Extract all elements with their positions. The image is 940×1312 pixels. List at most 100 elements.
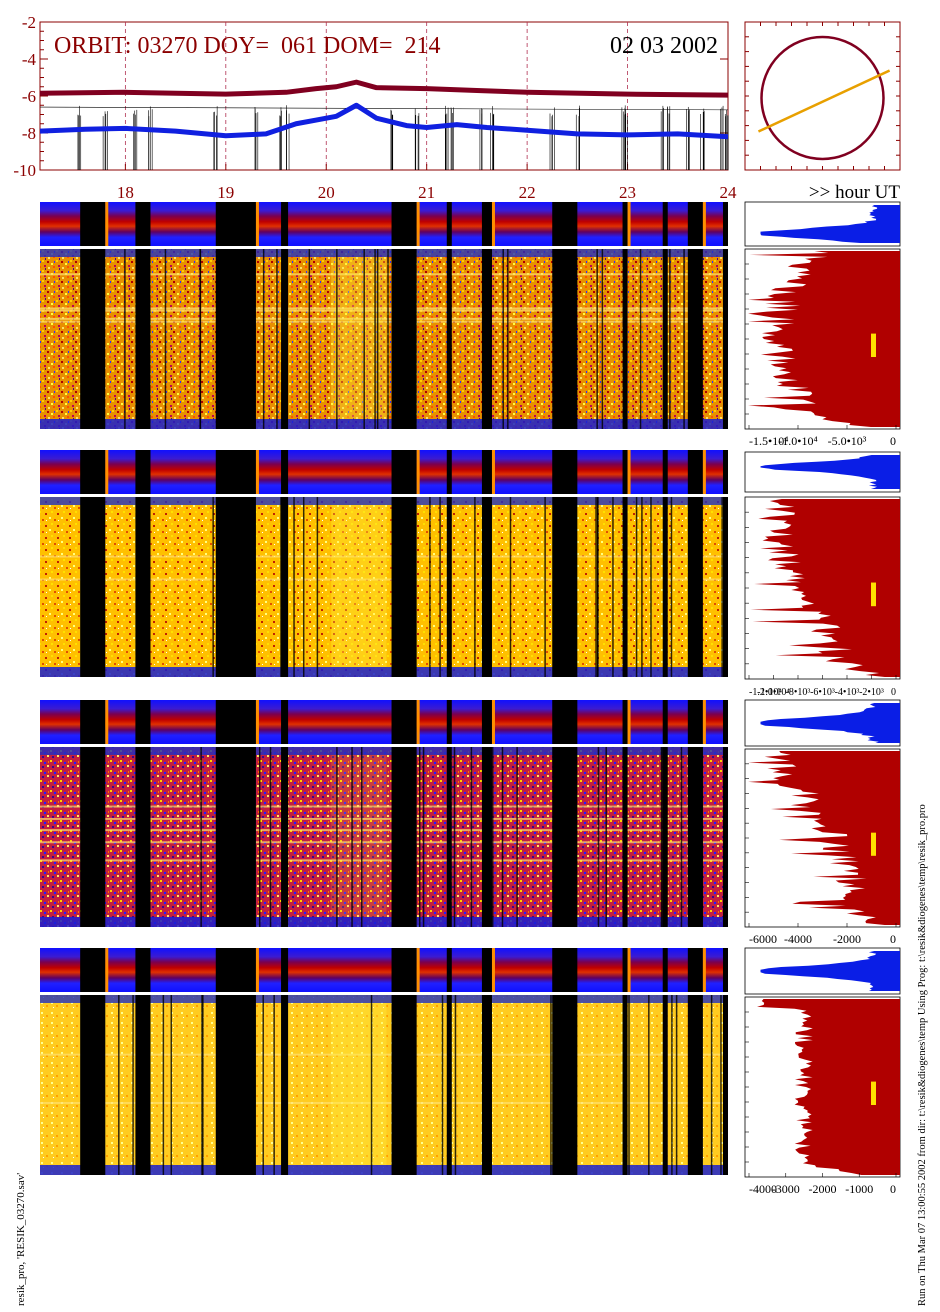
scan-slice	[721, 497, 723, 677]
data-gap	[215, 497, 256, 677]
band-edge	[627, 700, 631, 744]
scan-slice	[595, 497, 597, 677]
emission-line	[40, 859, 728, 862]
band-strip	[40, 202, 728, 246]
blue-profile-area	[760, 455, 900, 489]
data-gap	[215, 747, 256, 927]
scan-slice	[571, 249, 574, 429]
data-gap	[552, 700, 578, 744]
scan-slice	[170, 995, 173, 1175]
scan-slice	[280, 497, 282, 677]
data-gap	[135, 995, 151, 1175]
level-marker	[871, 333, 876, 357]
data-gap	[722, 202, 728, 246]
scan-slice	[229, 747, 232, 927]
emission-line	[40, 841, 728, 844]
scan-slice	[509, 497, 512, 677]
scan-slice	[612, 497, 614, 677]
scan-slice	[641, 497, 643, 677]
spectrogram-top-edge	[40, 497, 728, 505]
scan-slice	[596, 249, 598, 429]
hist-x-tick-label: -3000	[772, 1182, 800, 1196]
data-gap	[391, 202, 417, 246]
data-gap	[662, 747, 668, 927]
scan-slice	[94, 995, 96, 1175]
scan-slice	[293, 497, 295, 677]
hist-x-tick-label: -2000	[833, 932, 861, 946]
scan-slice	[118, 995, 120, 1175]
scan-slice	[316, 497, 319, 677]
data-gap	[687, 450, 703, 494]
data-gap	[722, 995, 728, 1175]
scan-slice	[360, 747, 363, 927]
hist-x-tick-label: 0	[891, 687, 896, 698]
band-edge	[255, 948, 259, 992]
scan-slice	[429, 497, 431, 677]
spectrogram-channel-2	[40, 450, 728, 677]
scan-slice	[439, 497, 441, 677]
flare-region	[331, 505, 387, 667]
scan-slice	[486, 497, 489, 677]
data-gap	[391, 948, 417, 992]
data-gap	[446, 995, 452, 1175]
data-gap	[135, 700, 151, 744]
data-gap	[80, 747, 106, 927]
spectrogram-bottom-edge	[40, 667, 728, 677]
band-edge	[255, 700, 259, 744]
data-gap	[552, 497, 578, 677]
histogram-channel-3: -6000 -4000 -2000 0	[744, 699, 901, 946]
data-gap	[622, 497, 628, 677]
hist-x-tick-label: -1.0•10⁴	[778, 434, 817, 448]
scan-slice	[200, 747, 202, 927]
emission-line	[40, 805, 728, 808]
scan-slice	[625, 249, 627, 429]
hist-x-tick-label: -1.2•10⁴	[749, 687, 782, 698]
band-strip	[40, 700, 728, 744]
data-gap	[662, 249, 668, 429]
data-gap	[215, 948, 256, 992]
scan-slice	[605, 747, 607, 927]
data-gap	[80, 948, 106, 992]
red-histogram-area	[748, 751, 900, 925]
data-gap	[446, 249, 452, 429]
histogram-channel-2: -1.2•10⁴-1.0•10⁴-8•10³ -6•10³ -4•10³ -2•10³…	[744, 451, 901, 698]
scan-slice	[453, 747, 456, 927]
hist-x-tick-label: -6•10³	[810, 687, 835, 698]
histogram-channel-4: -4000-3000 -2000 -1000 0	[744, 947, 901, 1196]
right-caption: Run on Thu Mar 07 13:00:55 2002 from dir…	[917, 804, 928, 1306]
scan-slice	[276, 249, 278, 429]
data-gap	[552, 948, 578, 992]
scan-slice	[710, 995, 713, 1175]
data-gap	[281, 497, 289, 677]
scan-slice	[639, 249, 642, 429]
data-gap	[722, 948, 728, 992]
data-gap	[446, 747, 452, 927]
x-tick-label: 18	[117, 183, 134, 202]
scan-slice	[336, 249, 338, 429]
emission-line	[40, 555, 728, 558]
scan-slice	[501, 747, 504, 927]
scan-slice	[502, 249, 504, 429]
spectrogram-bottom-edge	[40, 419, 728, 429]
scan-slice	[489, 249, 492, 429]
scan-slice	[486, 995, 488, 1175]
band-edge	[627, 948, 631, 992]
detector-trace	[39, 106, 729, 111]
scan-slice	[597, 747, 600, 927]
spectrogram-channel-3	[40, 700, 728, 927]
scan-slice	[363, 249, 365, 429]
data-gap	[215, 202, 256, 246]
scan-slice	[695, 497, 698, 677]
hist-x-tick-label: -4•10³	[835, 687, 860, 698]
orbit-map	[744, 21, 901, 171]
data-gap	[135, 202, 151, 246]
scan-slice	[418, 747, 421, 927]
scan-slice	[622, 747, 625, 927]
data-gap	[80, 995, 106, 1175]
left-caption: resik_pro, 'RESIK_03270.sav'	[15, 1173, 27, 1306]
hist-x-tick-label: -1.0•10⁴	[757, 687, 790, 698]
scan-slice	[562, 249, 565, 429]
y-tick-label: -8	[22, 124, 36, 143]
scan-slice	[669, 249, 671, 429]
data-gap	[80, 497, 106, 677]
